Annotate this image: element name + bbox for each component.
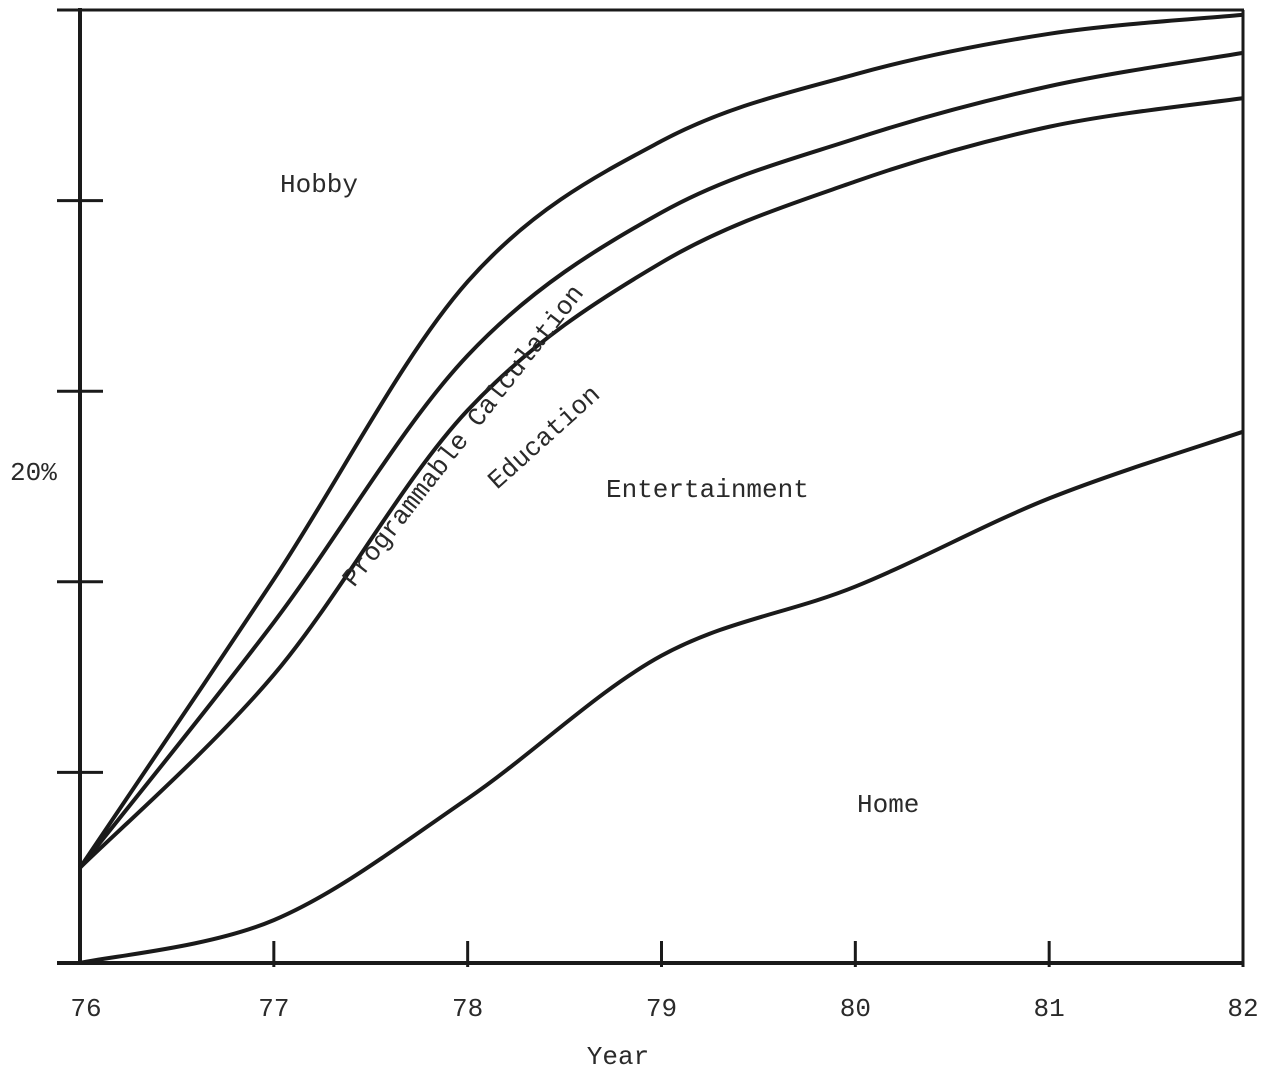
boundary-programmable-calculation	[78, 12, 1244, 869]
y-tick-label-20: 20%	[10, 458, 57, 488]
x-tick-label-78: 78	[452, 994, 483, 1024]
boundary-curves	[78, 12, 1244, 965]
region-label-home: Home	[857, 790, 919, 820]
x-tick-label-77: 77	[258, 994, 289, 1024]
region-label-hobby: Hobby	[280, 170, 358, 200]
x-tick-label-76: 76	[70, 994, 101, 1024]
region-label-entertainment: Entertainment	[606, 475, 809, 505]
x-tick-label-80: 80	[840, 994, 871, 1024]
boundary-entertainment	[78, 96, 1244, 870]
boundary-education	[78, 50, 1244, 869]
x-axis-label: Year	[587, 1042, 649, 1072]
boundary-home	[79, 429, 1244, 965]
x-tick-label-79: 79	[646, 994, 677, 1024]
x-ticks: 76 77 78 79 80 81 82	[70, 941, 1259, 1024]
x-tick-label-81: 81	[1034, 994, 1065, 1024]
y-ticks	[57, 199, 103, 774]
x-tick-label-82: 82	[1227, 994, 1258, 1024]
